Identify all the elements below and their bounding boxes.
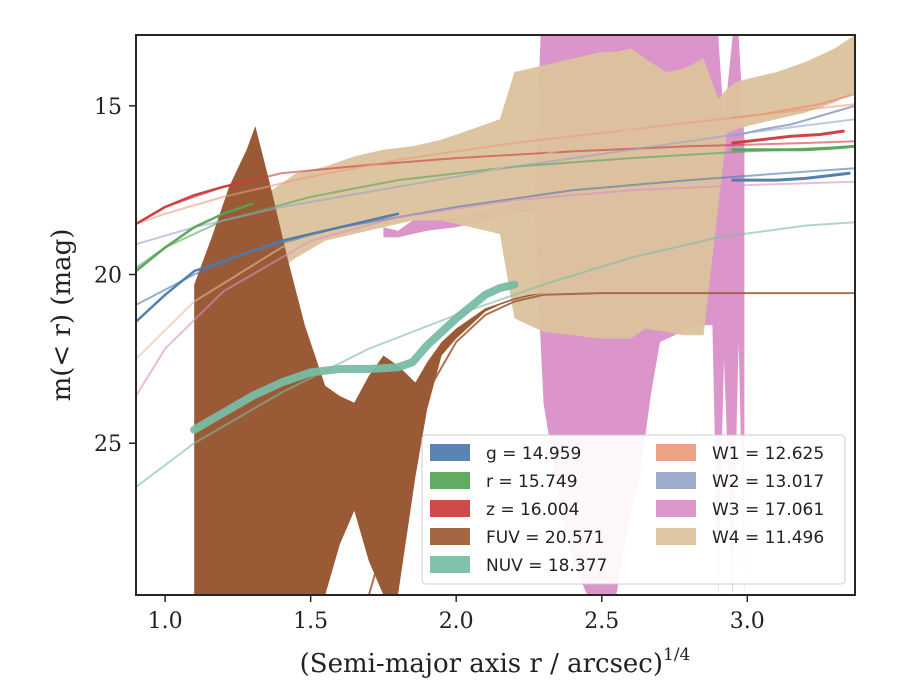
legend-swatch — [656, 472, 696, 489]
fit-line-w1 — [136, 103, 855, 225]
legend-label: W3 = 17.061 — [712, 500, 824, 520]
x-tick-label: 2.5 — [584, 609, 619, 634]
x-tick-label: 2.0 — [439, 609, 474, 634]
fit-line-r — [136, 145, 855, 269]
legend-swatch — [430, 472, 470, 489]
legend-label: g = 14.959 — [486, 444, 581, 464]
x-axis-title: (Semi-major axis r / arcsec)1/4 — [300, 645, 691, 679]
observed-line-nuv — [190, 280, 519, 434]
observed-line-g — [136, 212, 400, 323]
x-tick-label: 3.0 — [730, 609, 765, 634]
legend-label: z = 16.004 — [486, 500, 579, 520]
legend-swatch — [430, 556, 470, 573]
fit-line-w3 — [136, 180, 855, 397]
legend: g = 14.959 r = 15.749 z = 16.004 FUV = 20.5… — [421, 434, 846, 585]
observed-line-z — [136, 178, 254, 226]
legend-label: FUV = 20.571 — [486, 528, 604, 548]
legend-label: W2 = 13.017 — [712, 472, 824, 492]
observed-line-r — [731, 144, 855, 152]
x-tick-label: 1.5 — [293, 609, 328, 634]
fit-line-w2 — [136, 118, 855, 246]
legend-swatch — [656, 500, 696, 517]
legend-swatch — [430, 528, 470, 545]
legend-swatch — [430, 444, 470, 461]
y-tick-label: 20 — [94, 264, 122, 289]
legend-label: W4 = 11.496 — [712, 528, 824, 548]
x-axis-title-text: (Semi-major axis r / arcsec) — [300, 649, 663, 679]
legend-label: r = 15.749 — [486, 472, 578, 492]
fit-line-fuv — [367, 292, 855, 595]
observed-line-w1 — [731, 93, 855, 119]
observed-line-z — [731, 129, 845, 145]
observed-profiles — [136, 93, 855, 434]
legend-swatch — [430, 500, 470, 517]
fit-line-nuv — [136, 221, 855, 488]
legend-box — [421, 434, 846, 585]
x-axis-title-superscript: 1/4 — [663, 645, 690, 665]
observed-line-g — [731, 171, 851, 182]
y-axis-ticks: 15 20 25 — [94, 95, 136, 457]
legend-label: W1 = 12.625 — [712, 444, 824, 464]
fit-line-w4 — [136, 71, 855, 360]
y-tick-label: 15 — [94, 95, 122, 120]
axes-frame — [135, 34, 856, 596]
fit-line-g — [136, 167, 855, 306]
y-axis-title: m(< r) (mag) — [47, 229, 77, 402]
legend-swatch — [656, 528, 696, 545]
x-axis-ticks: 1.0 1.5 2.0 2.5 3.0 — [148, 595, 765, 634]
observed-line-w2 — [731, 104, 855, 138]
x-tick-label: 1.0 — [148, 609, 183, 634]
y-tick-label: 25 — [94, 432, 122, 457]
fit-line-z — [136, 140, 855, 225]
legend-swatch — [656, 444, 696, 461]
observed-line-r — [136, 202, 254, 273]
legend-label: NUV = 18.377 — [486, 556, 607, 576]
model-curves — [136, 71, 855, 595]
